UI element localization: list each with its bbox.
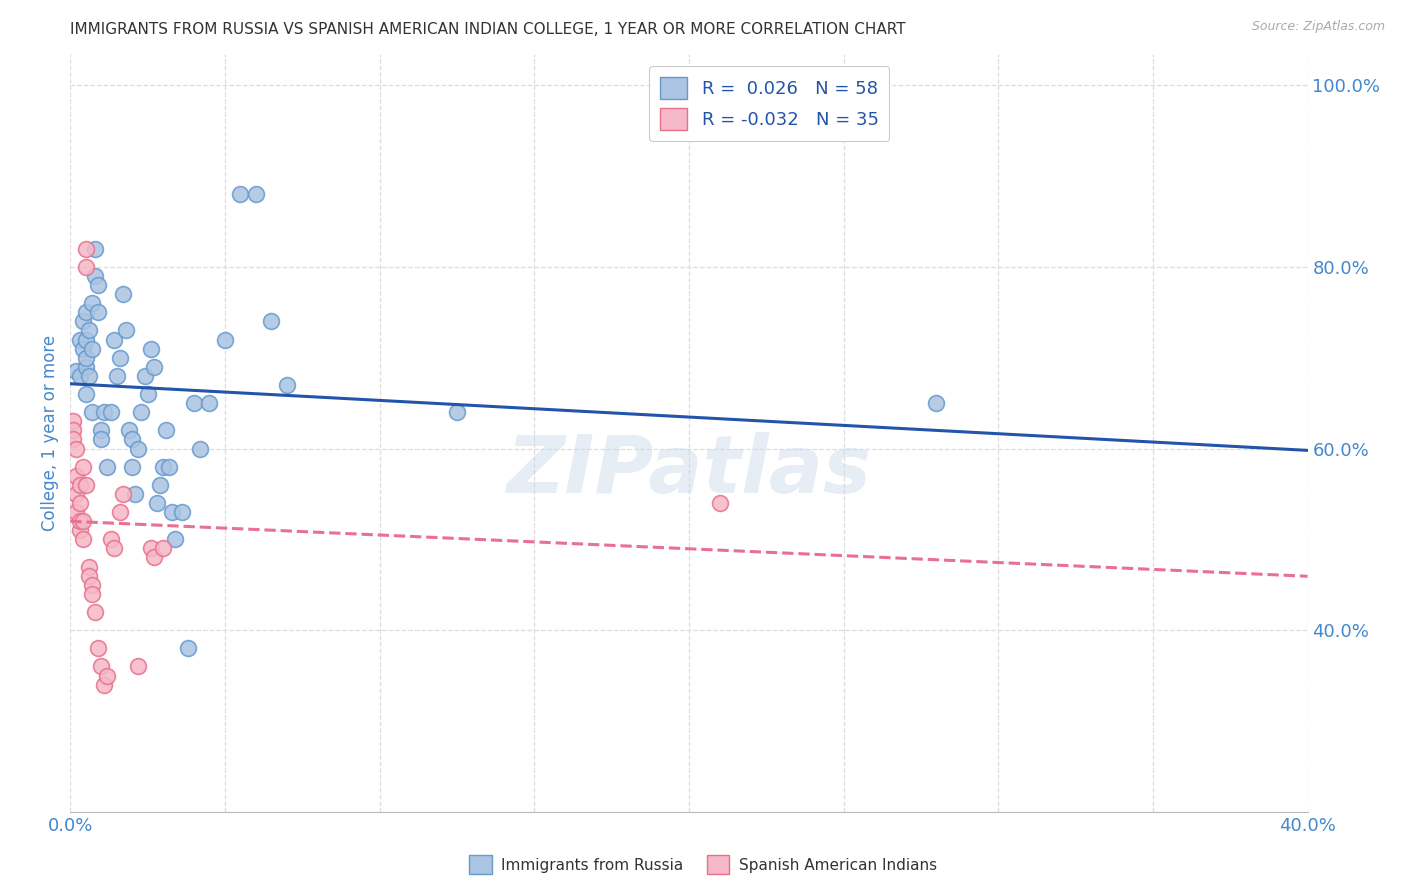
Point: [77, 368, 100, 383]
Point: [134, 368, 156, 383]
Point: [155, 423, 177, 437]
Point: [80, 587, 103, 601]
Point: [65, 468, 87, 483]
Point: [157, 459, 180, 474]
Point: [152, 541, 174, 556]
Text: IMMIGRANTS FROM RUSSIA VS SPANISH AMERICAN INDIAN COLLEGE, 1 YEAR OR MORE CORREL: IMMIGRANTS FROM RUSSIA VS SPANISH AMERIC…: [70, 22, 905, 37]
Point: [229, 187, 252, 202]
Point: [65, 505, 87, 519]
Point: [709, 496, 731, 510]
Point: [72, 514, 94, 528]
Point: [75, 359, 97, 374]
Point: [188, 442, 211, 456]
Point: [75, 260, 97, 274]
Point: [80, 296, 103, 310]
Point: [446, 405, 468, 419]
Point: [72, 459, 94, 474]
Point: [90, 659, 112, 673]
Point: [118, 423, 141, 437]
Point: [62, 433, 84, 447]
Point: [90, 423, 112, 437]
Point: [72, 533, 94, 547]
Text: Source: ZipAtlas.com: Source: ZipAtlas.com: [1251, 20, 1385, 33]
Point: [69, 478, 91, 492]
Point: [260, 314, 283, 328]
Point: [127, 442, 149, 456]
Point: [84, 242, 107, 256]
Legend: Immigrants from Russia, Spanish American Indians: Immigrants from Russia, Spanish American…: [463, 849, 943, 880]
Point: [111, 487, 134, 501]
Point: [165, 533, 187, 547]
Point: [84, 268, 107, 283]
Point: [75, 305, 97, 319]
Point: [149, 478, 172, 492]
Point: [69, 523, 91, 537]
Point: [214, 333, 236, 347]
Point: [177, 641, 200, 656]
Point: [96, 459, 118, 474]
Text: ZIPatlas: ZIPatlas: [506, 432, 872, 509]
Point: [142, 359, 165, 374]
Point: [103, 541, 125, 556]
Point: [183, 396, 205, 410]
Point: [69, 368, 91, 383]
Point: [84, 605, 107, 619]
Point: [69, 514, 91, 528]
Point: [93, 677, 115, 691]
Point: [124, 487, 146, 501]
Point: [142, 550, 165, 565]
Point: [100, 405, 122, 419]
Point: [198, 396, 221, 410]
Point: [105, 368, 128, 383]
Point: [77, 323, 100, 337]
Point: [75, 333, 97, 347]
Point: [108, 351, 131, 365]
Point: [121, 433, 143, 447]
Point: [87, 641, 110, 656]
Point: [146, 496, 169, 510]
Point: [136, 387, 159, 401]
Point: [75, 242, 97, 256]
Point: [65, 364, 87, 378]
Point: [87, 278, 110, 293]
Point: [96, 668, 118, 682]
Point: [75, 387, 97, 401]
Legend: R =  0.026   N = 58, R = -0.032   N = 35: R = 0.026 N = 58, R = -0.032 N = 35: [650, 66, 890, 141]
Point: [69, 333, 91, 347]
Point: [108, 505, 131, 519]
Point: [87, 305, 110, 319]
Y-axis label: College, 1 year or more: College, 1 year or more: [41, 334, 59, 531]
Point: [80, 578, 103, 592]
Point: [62, 414, 84, 428]
Point: [276, 378, 298, 392]
Point: [77, 568, 100, 582]
Point: [72, 314, 94, 328]
Point: [103, 333, 125, 347]
Point: [90, 433, 112, 447]
Point: [139, 541, 162, 556]
Point: [245, 187, 267, 202]
Point: [62, 423, 84, 437]
Point: [925, 396, 948, 410]
Point: [75, 351, 97, 365]
Point: [115, 323, 138, 337]
Point: [69, 496, 91, 510]
Point: [139, 342, 162, 356]
Point: [111, 287, 134, 301]
Point: [121, 459, 143, 474]
Point: [80, 405, 103, 419]
Point: [162, 505, 184, 519]
Point: [75, 478, 97, 492]
Point: [72, 342, 94, 356]
Point: [77, 559, 100, 574]
Point: [80, 342, 103, 356]
Point: [65, 487, 87, 501]
Point: [131, 405, 153, 419]
Point: [170, 505, 193, 519]
Point: [65, 442, 87, 456]
Point: [100, 533, 122, 547]
Point: [152, 459, 174, 474]
Point: [93, 405, 115, 419]
Point: [127, 659, 149, 673]
